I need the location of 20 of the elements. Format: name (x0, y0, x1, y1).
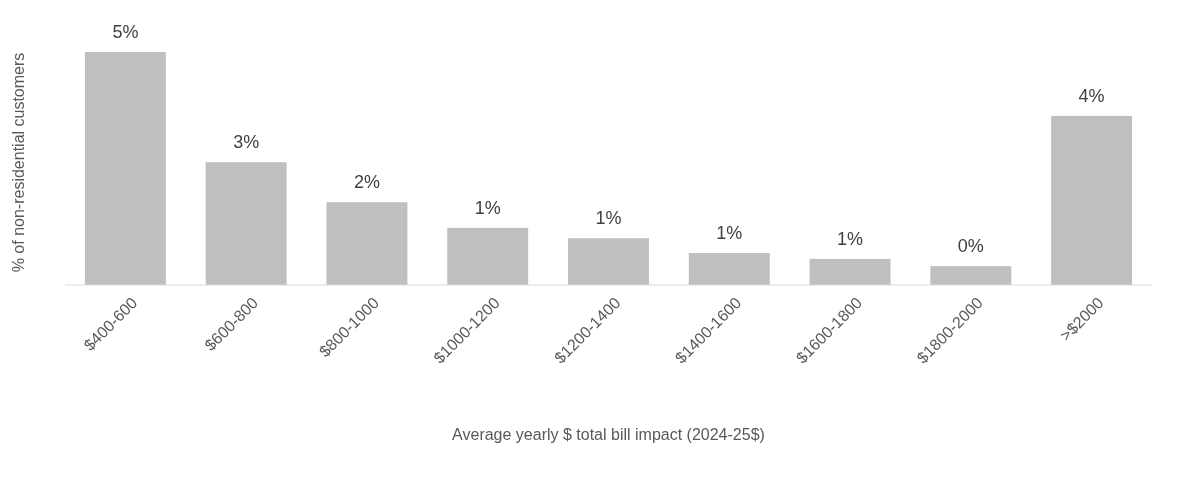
bar (688, 253, 770, 285)
bar (205, 162, 287, 285)
data-label: 4% (1078, 85, 1105, 106)
data-label: 1% (837, 228, 864, 249)
bar (84, 52, 166, 285)
bar (568, 238, 649, 285)
bar (809, 258, 891, 285)
bar (447, 227, 529, 285)
bar (326, 202, 408, 285)
bar (930, 266, 1012, 285)
data-label: 5% (112, 22, 139, 42)
data-label: 0% (957, 236, 984, 257)
data-label: 3% (233, 132, 260, 153)
bar (1051, 115, 1133, 285)
data-label: 2% (353, 172, 380, 193)
data-label: 1% (716, 223, 743, 244)
data-label: 1% (595, 208, 622, 229)
data-label: 1% (474, 197, 501, 218)
x-axis-title: Average yearly $ total bill impact (2024-25$) (452, 426, 765, 443)
y-axis-title: % of non-residential customers (10, 52, 27, 273)
